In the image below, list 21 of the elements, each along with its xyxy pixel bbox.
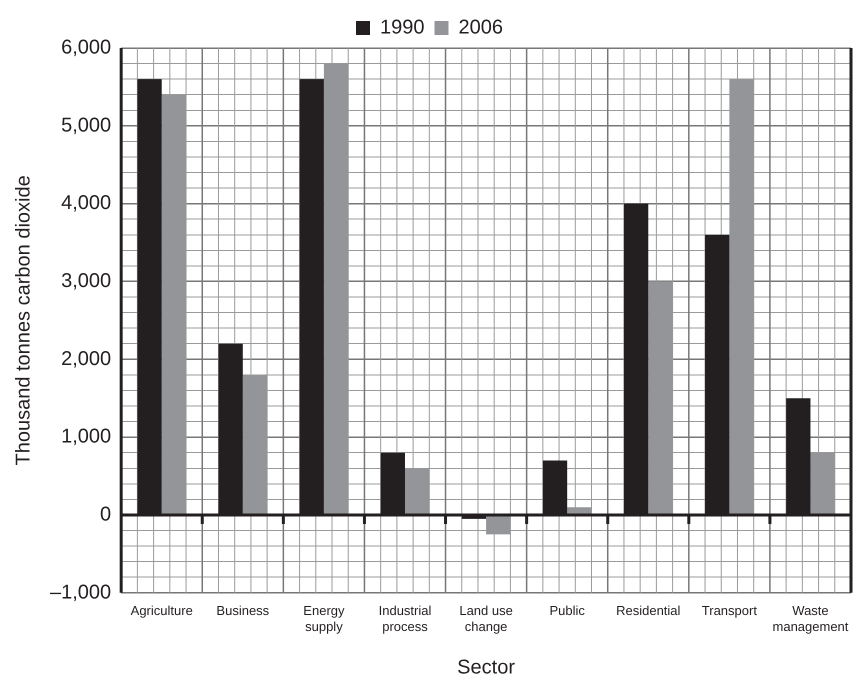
y-tick-label: 2,000 <box>61 348 112 370</box>
legend-label: 2006 <box>458 16 503 39</box>
y-tick-label: 5,000 <box>61 114 112 136</box>
x-tick-label: Energy supply <box>303 603 345 634</box>
x-tick-label: Residential <box>616 603 681 618</box>
y-tick-label: 3,000 <box>61 270 112 292</box>
y-tick-label: 4,000 <box>61 192 112 214</box>
y-tick-label: 6,000 <box>61 36 112 59</box>
y-tick-label: –1,000 <box>50 581 112 604</box>
x-tick-label: Business <box>216 603 270 618</box>
y-axis-title: Thousand tonnes carbon dioxide <box>12 175 35 466</box>
y-tick-label: 1,000 <box>61 426 112 448</box>
x-tick-label: Public <box>549 603 586 618</box>
x-tick-label: Land use change <box>459 603 513 634</box>
x-tick-label: Agriculture <box>130 603 193 618</box>
legend-label: 1990 <box>380 16 425 39</box>
y-tick-label: 0 <box>100 503 112 526</box>
x-tick-label: Transport <box>702 603 758 618</box>
x-tick-label: Waste management <box>772 603 849 634</box>
x-tick-label: Industrial process <box>378 603 432 634</box>
x-axis-title: Sector <box>457 656 516 679</box>
